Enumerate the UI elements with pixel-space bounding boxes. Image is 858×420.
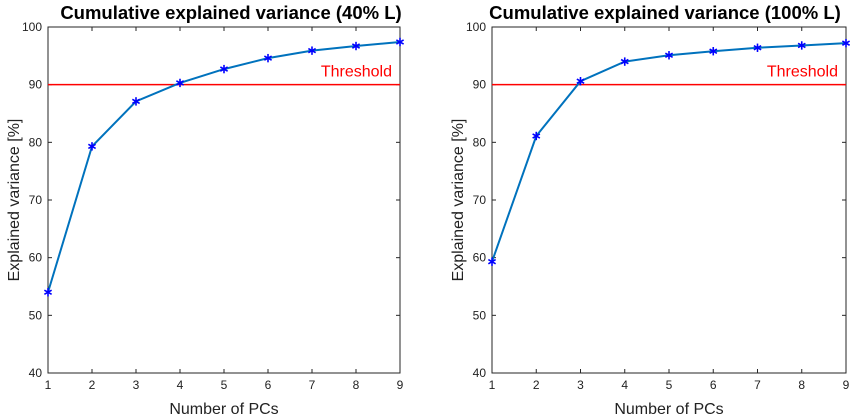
x-tick-label: 6 [710,378,717,392]
x-tick-label: 2 [533,378,540,392]
y-tick-label: 50 [29,308,43,322]
data-point-marker [219,64,229,74]
x-tick-label: 9 [843,378,850,392]
x-tick-label: 1 [489,378,496,392]
x-tick-label: 3 [133,378,140,392]
x-tick-label: 9 [397,378,404,392]
x-tick-label: 7 [309,378,316,392]
data-point-marker [87,142,97,151]
y-tick-label: 40 [473,366,487,380]
data-point-marker [709,47,718,56]
data-point-marker [576,77,585,86]
data-point-marker [487,257,497,266]
data-point-marker [532,131,541,141]
x-tick-label: 1 [45,378,52,392]
x-tick-label: 5 [221,378,228,392]
data-point-marker [620,57,629,66]
x-tick-label: 8 [353,378,360,392]
data-point-marker [351,41,361,51]
y-tick-label: 50 [473,308,487,322]
x-axis-label: Number of PCs [169,401,278,418]
data-point-marker [395,37,405,47]
x-tick-label: 2 [89,378,96,392]
data-point-marker [797,41,806,50]
x-tick-label: 8 [798,378,805,392]
x-tick-label: 4 [177,378,184,392]
chart-1: Cumulative explained variance (40% L) 1 2 3… [6,2,405,418]
data-point-marker [664,51,674,60]
y-tick-label: 90 [29,78,43,92]
chart-title: Cumulative explained variance (100% L) [489,2,841,23]
data-point-marker [307,46,317,55]
y-tick-label: 70 [29,193,43,207]
data-point-marker [175,78,185,88]
x-tick-label: 4 [621,378,628,392]
data-point-marker [43,288,53,297]
chart-title: Cumulative explained variance (40% L) [60,2,401,23]
y-tick-label: 80 [29,135,43,149]
y-tick-label: 60 [473,251,487,265]
data-point-marker [753,43,762,52]
data-point-marker [841,38,851,48]
chart-2: Cumulative explained variance (100% L) 1 2… [450,2,851,418]
y-tick-label: 100 [22,20,42,34]
x-tick-label: 3 [577,378,584,392]
y-axis-label: Explained variance [%] [450,119,467,282]
y-tick-label: 80 [473,135,487,149]
y-axis-label: Explained variance [%] [6,119,23,282]
threshold-label: Threshold [767,64,838,81]
threshold-label: Threshold [321,64,392,81]
x-tick-label: 6 [265,378,272,392]
x-tick-label: 7 [754,378,761,392]
y-tick-label: 100 [466,20,486,34]
y-tick-label: 40 [29,366,43,380]
data-point-marker [263,53,273,63]
x-axis-label: Number of PCs [614,401,723,418]
x-tick-label: 5 [666,378,673,392]
y-tick-label: 90 [473,78,487,92]
y-tick-label: 70 [473,193,487,207]
data-point-marker [131,97,141,106]
y-tick-label: 60 [29,251,43,265]
